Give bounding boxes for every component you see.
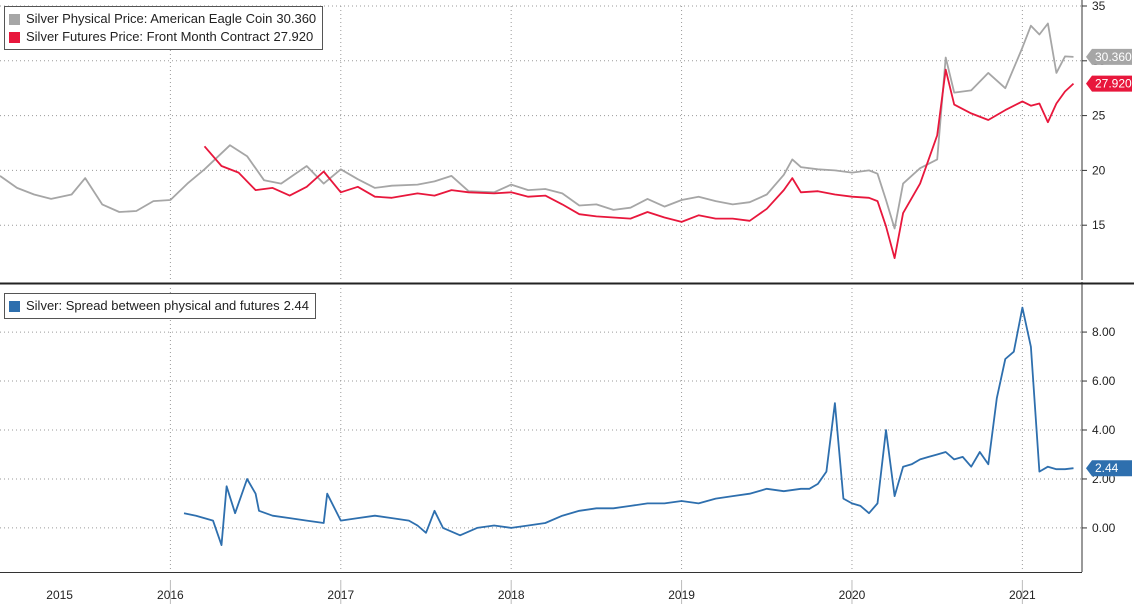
- year-label: 2016: [157, 588, 184, 602]
- ytick-label-bottom: 0.00: [1092, 521, 1116, 535]
- year-label: 2015: [46, 588, 73, 602]
- year-label: 2018: [498, 588, 525, 602]
- last-value-tags: 30.360 27.920 2.44: [1086, 48, 1132, 477]
- year-label: 2020: [839, 588, 866, 602]
- ytick-label-top: 20: [1092, 163, 1106, 177]
- last-value-tag-top-0: [1086, 48, 1132, 65]
- bottom-panel-series: [183, 306, 1074, 546]
- legend-label-futures: Silver Futures Price: Front Month Contra…: [26, 29, 270, 44]
- ytick-label-top: 35: [1092, 0, 1106, 13]
- last-value-label-bottom-0: 2.44: [1095, 461, 1119, 475]
- top-panel-grid: [0, 5, 1082, 280]
- legend-label-spread: Silver: Spread between physical and futu…: [26, 298, 280, 313]
- last-value-tag-bottom-0: [1086, 460, 1132, 477]
- last-value-tag-top-1: [1086, 75, 1132, 92]
- legend-value-futures: 27.920: [273, 29, 314, 44]
- legend-swatch-futures: [9, 31, 20, 43]
- series-line-bottom-0: [183, 306, 1074, 546]
- ytick-label-top: 25: [1092, 109, 1106, 123]
- top-legend: Silver Physical Price: American Eagle Co…: [4, 6, 324, 50]
- legend-swatch-physical: [9, 13, 20, 25]
- bottom-legend: Silver: Spread between physical and futu…: [4, 293, 316, 319]
- bottom-panel-grid: [0, 288, 1082, 572]
- ytick-label-bottom: 4.00: [1092, 423, 1116, 437]
- ytick-label-bottom: 8.00: [1092, 325, 1116, 339]
- ytick-label-bottom: 6.00: [1092, 374, 1116, 388]
- series-line-top-1: [203, 68, 1075, 259]
- legend-entry-spread: Silver: Spread between physical and futu…: [9, 297, 309, 315]
- year-label: 2021: [1009, 588, 1036, 602]
- last-value-label-top-1: 27.920: [1095, 77, 1132, 91]
- legend-entry-futures: Silver Futures Price: Front Month Contra…: [9, 28, 316, 46]
- legend-label-physical: Silver Physical Price: American Eagle Co…: [26, 11, 273, 26]
- legend-value-physical: 30.360: [276, 11, 317, 26]
- ytick-label-top: 15: [1092, 218, 1106, 232]
- last-value-label-top-0: 30.360: [1095, 50, 1132, 64]
- legend-swatch-spread: [9, 300, 20, 312]
- year-label: 2019: [668, 588, 695, 602]
- year-label: 2017: [327, 588, 354, 602]
- top-panel-series: [0, 22, 1075, 259]
- legend-value-spread: 2.44: [283, 298, 309, 313]
- legend-entry-physical: Silver Physical Price: American Eagle Co…: [9, 10, 316, 28]
